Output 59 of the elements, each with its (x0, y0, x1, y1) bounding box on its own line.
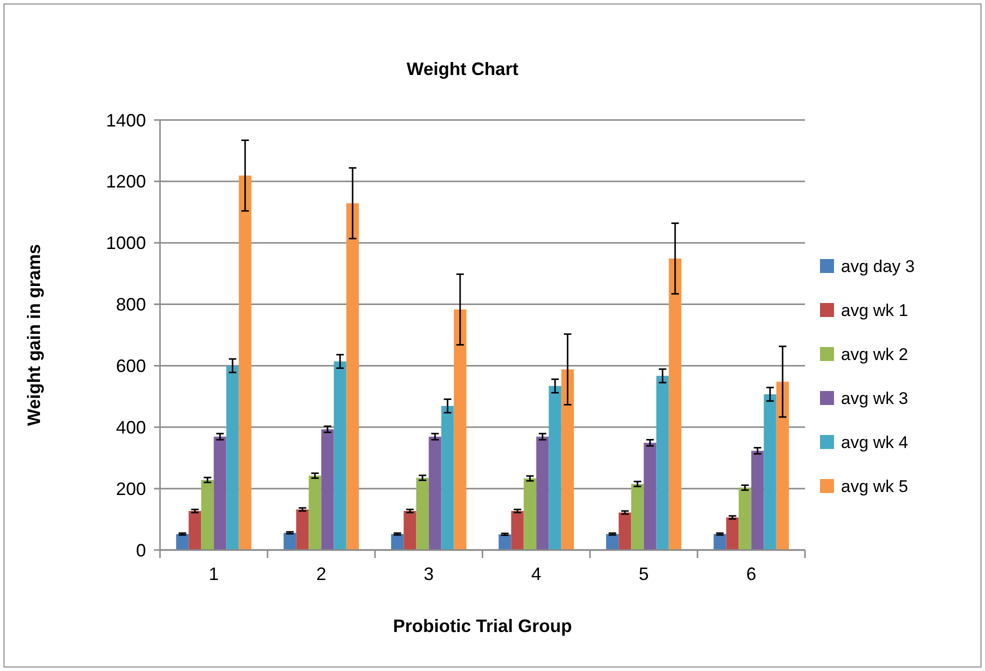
legend-label: avg wk 5 (841, 476, 908, 496)
x-tick-label: 5 (638, 564, 649, 584)
legend-label: avg wk 4 (841, 432, 908, 452)
legend-label: avg wk 1 (841, 300, 908, 320)
y-tick-label: 1400 (106, 110, 146, 130)
bar (606, 534, 619, 550)
x-tick-label: 4 (531, 564, 542, 584)
chart-title: Weight Chart (406, 59, 518, 79)
bar (631, 484, 644, 550)
bar (561, 369, 574, 550)
bar (404, 510, 416, 550)
bar (714, 534, 726, 550)
y-tick-label: 400 (116, 417, 146, 438)
bar (188, 510, 202, 550)
legend-label: avg day 3 (841, 256, 915, 276)
bar (536, 436, 549, 550)
bar (738, 488, 752, 550)
y-tick-label: 0 (136, 540, 146, 560)
y-axis-title: Weight gain in grams (24, 244, 44, 426)
bar (776, 382, 789, 550)
y-tick-label: 200 (116, 478, 146, 499)
bar (498, 534, 512, 550)
bar (644, 442, 656, 550)
x-tick-label: 6 (746, 564, 756, 584)
bar (391, 534, 404, 550)
y-tick-label: 1000 (106, 233, 146, 254)
bar (416, 478, 429, 550)
x-tick-label: 3 (424, 564, 434, 584)
bar (428, 436, 442, 550)
bar (226, 366, 239, 550)
bar (726, 517, 739, 550)
bar (176, 534, 189, 550)
y-tick-label: 600 (116, 356, 146, 376)
bar (214, 436, 226, 550)
bar (511, 510, 524, 550)
bar (656, 376, 669, 550)
bar (308, 476, 322, 550)
x-axis-title: Probiotic Trial Group (392, 616, 572, 636)
bar (284, 532, 296, 550)
y-tick-label: 1200 (106, 172, 146, 192)
bar (668, 258, 682, 550)
bar (296, 509, 309, 550)
bar (346, 203, 359, 550)
bar (201, 480, 214, 550)
bar (764, 394, 776, 550)
bar (334, 361, 346, 550)
bar (751, 450, 764, 550)
legend-label: avg wk 2 (841, 344, 908, 364)
bar (238, 176, 252, 550)
bar (441, 406, 454, 550)
legend-label: avg wk 3 (841, 388, 908, 408)
y-tick-label: 800 (116, 294, 146, 315)
bar (618, 512, 632, 550)
bar (524, 478, 536, 550)
x-tick-label: 2 (316, 564, 326, 584)
bar (321, 429, 334, 550)
x-tick-label: 1 (208, 564, 219, 584)
bar (454, 310, 466, 550)
bar (548, 386, 562, 550)
